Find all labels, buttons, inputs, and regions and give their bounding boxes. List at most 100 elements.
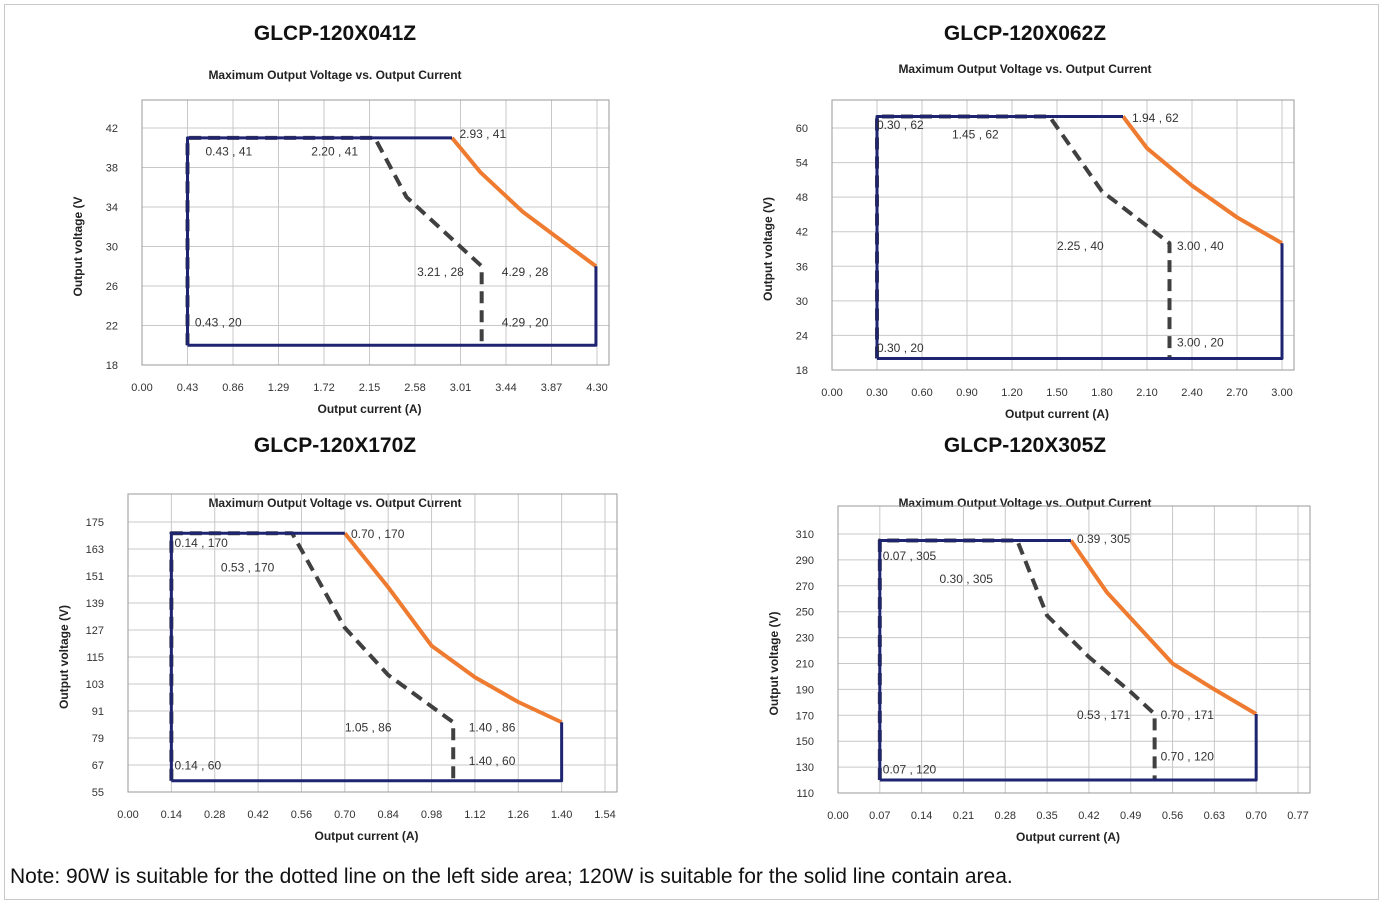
data-annotation: 0.14 , 60 [174,759,221,773]
data-annotation: 1.40 , 86 [469,720,516,734]
y-tick-label: 34 [106,202,118,214]
plot-border [831,99,1295,371]
data-annotation: 4.29 , 20 [502,315,549,329]
y-tick-label: 210 [796,659,814,671]
data-annotation: 0.43 , 41 [205,145,252,159]
x-tick-label: 0.14 [161,809,182,821]
x-tick-label: 0.77 [1287,810,1308,822]
x-tick-label: 0.60 [911,387,932,399]
x-tick-label: 1.80 [1091,387,1112,399]
y-tick-label: 30 [106,242,118,254]
y-tick-label: 151 [86,571,104,583]
y-tick-label: 42 [796,227,808,239]
chart-panel-062z: GLCP-120X062Z Maximum Output Voltage vs. … [690,0,1380,430]
data-annotation: 0.70 , 171 [1161,708,1215,722]
chart-panel-041z: GLCP-120X041Z Maximum Output Voltage vs. … [0,0,690,430]
data-annotation: 0.07 , 120 [883,763,937,777]
x-tick-label: 0.70 [1245,810,1266,822]
x-tick-label: 0.84 [377,809,398,821]
y-tick-label: 36 [796,261,808,273]
y-tick-label: 18 [796,365,808,377]
y-axis-label: Output voltage (V) [761,197,775,301]
y-tick-label: 290 [796,555,814,567]
data-annotation: 3.21 , 28 [417,265,464,279]
x-tick-label: 0.98 [421,809,442,821]
y-tick-label: 60 [796,123,808,135]
x-tick-label: 3.01 [450,382,471,394]
x-tick-label: 1.40 [551,809,572,821]
data-annotation: 1.45 , 62 [952,127,999,141]
y-tick-label: 310 [796,529,814,541]
series-line-solid-orange [1069,539,1258,716]
x-tick-label: 0.42 [247,809,268,821]
chart-svg: 0.00 0.14 0.28 0.42 0.56 0.70 0.84 0.98 1.12 1.26… [57,493,618,843]
x-tick-label: 2.70 [1226,387,1247,399]
y-tick-label: 175 [86,517,104,529]
x-tick-label: 0.00 [827,810,848,822]
y-tick-label: 127 [86,625,104,637]
footnote: Note: 90W is suitable for the dotted lin… [10,865,1013,888]
x-tick-label: 0.35 [1036,810,1057,822]
data-annotation: 0.53 , 171 [1077,708,1131,722]
data-annotation: 1.05 , 86 [345,720,392,734]
x-tick-label: 0.07 [869,810,890,822]
x-tick-label: 1.12 [464,809,485,821]
y-tick-label: 190 [796,684,814,696]
x-tick-label: 1.50 [1046,387,1067,399]
x-tick-label: 0.90 [956,387,977,399]
series-line-solid-blue [877,243,1284,360]
y-tick-label: 42 [106,123,118,135]
x-axis-label: Output current (A) [1005,407,1109,421]
series-line-solid-blue [186,136,453,346]
series-line-solid-blue [169,531,345,781]
model-title: GLCP-120X062Z [943,22,1107,45]
model-title: GLCP-120X305Z [943,434,1107,457]
y-tick-label: 79 [92,733,104,745]
data-annotation: 4.29 , 28 [502,265,549,279]
y-tick-label: 22 [106,321,118,333]
y-axis-label: Output voltage (V) [767,612,781,716]
chart-panel-305z: GLCP-120X305Z Maximum Output Voltage vs. … [690,430,1380,860]
y-tick-label: 170 [796,710,814,722]
x-axis-label: Output current (A) [1016,830,1120,844]
model-title: GLCP-120X041Z [253,22,417,45]
y-tick-label: 55 [92,787,104,799]
y-tick-label: 139 [86,598,104,610]
series-line-solid-blue [879,714,1258,782]
data-annotation: 1.94 , 62 [1132,111,1179,125]
x-tick-label: 0.28 [995,810,1016,822]
x-tick-label: 0.00 [131,382,152,394]
data-annotation: 0.43 , 20 [195,315,242,329]
series-line-solid-blue [187,266,598,347]
x-tick-label: 0.63 [1204,810,1225,822]
x-tick-label: 1.72 [313,382,334,394]
data-annotation: 0.30 , 20 [877,341,924,355]
x-tick-label: 3.87 [541,382,562,394]
data-annotation: 0.30 , 62 [877,118,924,132]
x-tick-label: 1.26 [508,809,529,821]
chart-title: Maximum Output Voltage vs. Output Curren… [208,68,462,82]
series-line-dashed [877,538,1157,781]
y-tick-label: 54 [796,158,808,170]
series-line-dashed [875,114,1172,359]
x-tick-label: 2.15 [359,382,380,394]
x-tick-label: 3.44 [495,382,516,394]
y-axis-label: Output voltage (V [71,197,85,297]
data-annotation: 2.25 , 40 [1057,239,1104,253]
data-annotation: 0.39 , 305 [1077,532,1131,546]
x-tick-label: 0.14 [911,810,932,822]
figure-frame [4,4,1379,900]
y-tick-label: 150 [796,736,814,748]
x-tick-label: 2.10 [1136,387,1157,399]
y-tick-label: 26 [106,281,118,293]
x-tick-label: 0.00 [117,809,138,821]
data-annotation: 3.00 , 20 [1177,335,1224,349]
x-tick-label: 0.28 [204,809,225,821]
chart-title: Maximum Output Voltage vs. Output Curren… [898,62,1152,76]
series-line-solid-orange [343,531,563,725]
y-tick-label: 230 [796,633,814,645]
y-axis-label: Output voltage (V) [57,605,71,709]
series-line-solid-blue [878,538,1071,781]
x-axis-label: Output current (A) [318,402,422,416]
x-tick-label: 2.58 [404,382,425,394]
